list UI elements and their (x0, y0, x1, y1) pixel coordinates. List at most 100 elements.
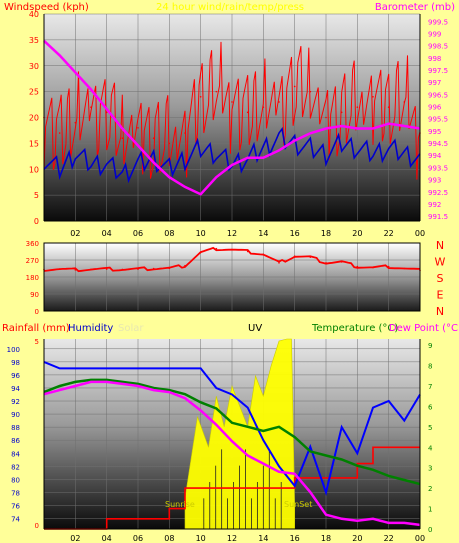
direction-tick-label: 90 (30, 291, 39, 299)
x-tick-label: 12 (227, 534, 237, 543)
x-tick-label: 06 (133, 534, 143, 543)
wind-direction-point (340, 261, 343, 263)
x-tick-label: 18 (321, 229, 331, 238)
solar-area (184, 338, 296, 530)
wind-direction-point (293, 255, 296, 258)
windspeed-point (121, 137, 124, 139)
windspeed-point (387, 106, 390, 108)
windspeed-point (184, 132, 186, 134)
windspeed-point (340, 111, 343, 114)
wind-direction-point (199, 251, 202, 254)
barometer-tick-label: 999.5 (428, 18, 448, 26)
direction-tick-label: 270 (26, 257, 39, 265)
humidity-tick-label: 100 (7, 346, 20, 354)
windspeed-point (90, 106, 92, 108)
windspeed-point (356, 106, 359, 108)
wind-direction-point (403, 267, 406, 270)
temperature-tick-label: 3 (428, 465, 432, 473)
x-tick-label: 08 (164, 229, 174, 238)
wind-direction-point (215, 247, 218, 250)
barometer-tick-label: 995 (428, 128, 441, 136)
rainfall-series (44, 446, 420, 530)
windspeed-point (246, 111, 249, 114)
windspeed-point (293, 85, 296, 88)
sunrise-annotation: Sunrise (165, 500, 195, 509)
barometer-tick-label: 998.5 (428, 43, 448, 51)
x-tick-label: 00 (415, 229, 425, 238)
humidity-tick-label: 92 (11, 398, 20, 406)
barometer-tick-label: 994 (428, 152, 442, 160)
direction-frame (43, 242, 421, 312)
humidity-tick-label: 82 (11, 463, 20, 471)
x-tick-label: 14 (258, 229, 268, 238)
windspeed-axis-label: Windspeed (kph) (4, 2, 89, 13)
wind-direction-point (121, 268, 124, 271)
wind-direction-point (246, 250, 249, 253)
humidity-tick-label: 90 (11, 411, 20, 419)
sunset-annotation: SunSet (284, 500, 312, 509)
wind-direction-point (278, 262, 280, 264)
windspeed-point (262, 106, 265, 108)
windspeed-point (325, 116, 327, 119)
barometer-tick-label: 993.5 (428, 164, 448, 172)
direction-tick-label: 180 (26, 274, 39, 282)
direction-tick-label: 360 (26, 240, 39, 248)
x-tick-label: 02 (70, 534, 80, 543)
direction-tick-label: 0 (35, 308, 39, 316)
humidity-tick-label: 96 (11, 372, 20, 380)
windspeed-tick-label: 10 (29, 165, 39, 174)
temperature-tick-label: 4 (428, 444, 433, 452)
humidity-tick-label: 94 (11, 385, 20, 393)
wind-direction-point (372, 266, 374, 269)
humidity-tick-label: 78 (11, 489, 20, 497)
windspeed-point (231, 101, 233, 103)
wind-direction-point (231, 248, 233, 251)
windspeed-point (58, 132, 61, 134)
x-tick-label: 06 (133, 229, 143, 238)
wind-direction-point (105, 268, 108, 270)
wind-direction-point (58, 268, 61, 270)
windspeed-point (74, 121, 77, 124)
windspeed-tick-label: 25 (29, 88, 39, 97)
temperature-tick-label: 7 (428, 383, 432, 391)
x-tick-label: 02 (70, 229, 80, 238)
x-tick-label: 08 (164, 534, 174, 543)
windspeed-point (105, 111, 108, 114)
windspeed-point (137, 127, 139, 129)
x-tick-label: 10 (196, 229, 206, 238)
windspeed-point (152, 137, 155, 139)
barometer-tick-label: 996 (428, 104, 442, 112)
x-tick-label: 04 (102, 229, 112, 238)
dewpoint-series (43, 380, 421, 527)
wind-direction-point (309, 256, 312, 258)
humidity-tick-label: 98 (11, 359, 20, 367)
wind-direction-point (74, 269, 77, 271)
wind-direction-point (137, 268, 139, 270)
temperature-series (43, 378, 421, 486)
wind-direction-point (168, 267, 171, 270)
wind-direction-point (356, 265, 359, 268)
humidity-tick-label: 74 (11, 516, 20, 524)
barometer-tick-label: 992.5 (428, 189, 448, 197)
windspeed-point (199, 96, 202, 98)
windspeed-tick-label: 5 (34, 191, 39, 200)
temperature-tick-label: 5 (428, 424, 432, 432)
wind-direction-point (152, 267, 155, 270)
temperature-tick-label: 0 (428, 526, 432, 534)
barometer-tick-label: 998 (428, 55, 441, 63)
temperature-tick-label: 6 (428, 403, 433, 411)
windspeed-tick-label: 0 (34, 217, 39, 226)
windspeed-point (168, 142, 171, 145)
x-tick-label: 12 (227, 229, 237, 238)
temperature-tick-label: 1 (428, 506, 432, 514)
solar-label: Solar (118, 323, 144, 334)
windspeed-point (403, 101, 406, 103)
rainfall-label: Rainfall (mm) (2, 323, 70, 334)
barometer-tick-label: 992 (428, 201, 441, 209)
barometer-tick-label: 994.5 (428, 140, 448, 148)
humidity-tick-label: 80 (11, 476, 20, 484)
windspeed-tick-label: 40 (29, 10, 39, 19)
x-tick-label: 16 (290, 534, 300, 543)
compass-letter: W (435, 256, 446, 269)
average-wind-series (43, 126, 421, 184)
